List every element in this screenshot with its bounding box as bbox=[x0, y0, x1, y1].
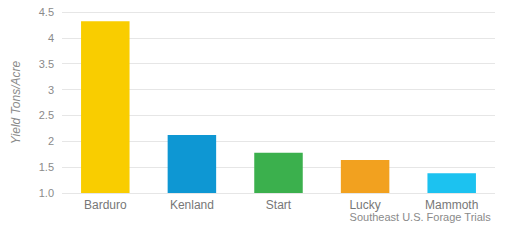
svg-text:1.0: 1.0 bbox=[39, 187, 54, 199]
svg-text:Yield Tons/Acre: Yield Tons/Acre bbox=[9, 60, 23, 144]
svg-text:4: 4 bbox=[48, 32, 54, 44]
svg-text:Lucky: Lucky bbox=[349, 198, 381, 212]
svg-text:Kenland: Kenland bbox=[170, 198, 214, 212]
svg-text:3: 3 bbox=[48, 84, 54, 96]
svg-text:Mammoth: Mammoth bbox=[425, 198, 479, 212]
svg-text:Start: Start bbox=[266, 198, 292, 212]
svg-text:Barduro: Barduro bbox=[84, 198, 127, 212]
svg-text:3.5: 3.5 bbox=[39, 58, 54, 70]
svg-text:2: 2 bbox=[48, 135, 54, 147]
svg-text:4.5: 4.5 bbox=[39, 6, 54, 18]
svg-text:2.5: 2.5 bbox=[39, 109, 54, 121]
svg-text:1.5: 1.5 bbox=[39, 161, 54, 173]
svg-text:Southeast U.S. Forage Trials: Southeast U.S. Forage Trials bbox=[350, 211, 492, 223]
